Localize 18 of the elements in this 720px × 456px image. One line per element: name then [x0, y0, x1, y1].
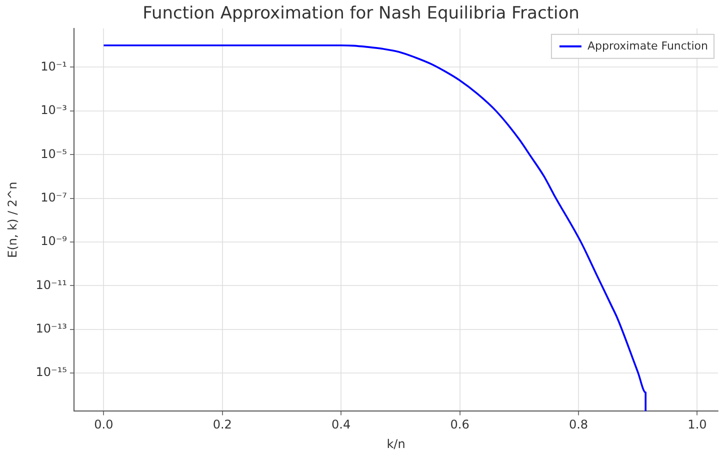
x-tick-label: 0.2 [212, 418, 232, 432]
x-axis-title: k/n [386, 436, 406, 451]
y-tick-label: 10⁻¹ [40, 59, 68, 74]
y-tick-label: 10⁻¹⁵ [36, 365, 68, 380]
x-tick-label: 0.6 [450, 418, 470, 432]
y-tick-label: 10⁻³ [40, 103, 68, 118]
y-tick-label: 10⁻¹¹ [36, 278, 68, 292]
x-tick-label: 0.8 [568, 418, 588, 432]
x-tick-label: 0.4 [332, 418, 351, 432]
legend-label: Approximate Function [587, 39, 708, 52]
y-tick-label: 10⁻⁵ [40, 146, 68, 161]
x-tick-label: 0.0 [94, 418, 114, 432]
y-tick-label: 10⁻⁷ [40, 190, 68, 204]
y-tick-label: 10⁻¹³ [36, 322, 68, 336]
chart-title: Function Approximation for Nash Equilibria Fraction [142, 4, 580, 24]
y-axis-title: E(n, k) / 2^n [5, 182, 20, 258]
y-tick-label: 10⁻⁹ [40, 234, 68, 248]
x-tick-label: 1.0 [688, 418, 707, 432]
